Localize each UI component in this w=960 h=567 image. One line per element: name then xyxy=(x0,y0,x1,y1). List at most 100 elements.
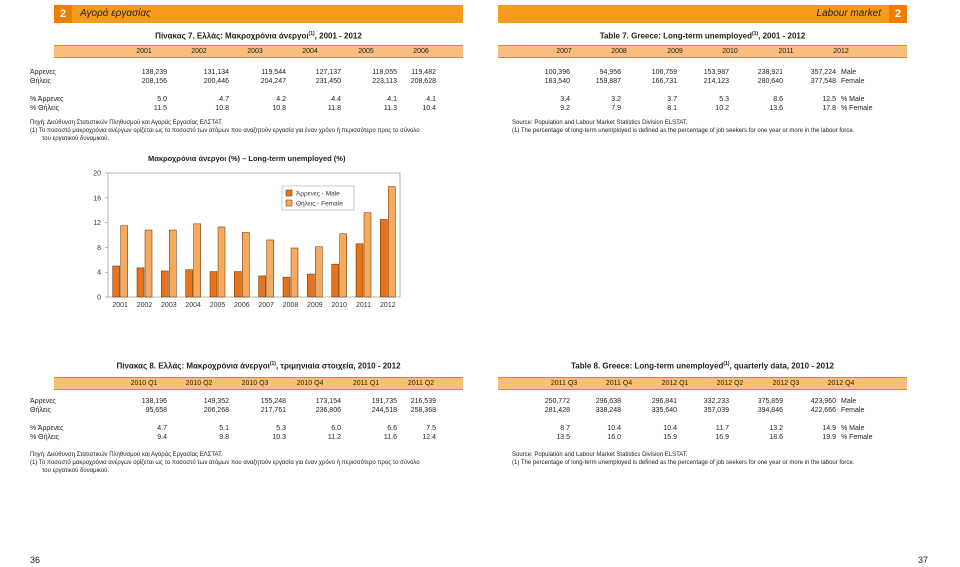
table7-row-label-gr: % Θήλεις xyxy=(30,105,60,112)
table7-cell: 10.8 xyxy=(272,105,286,112)
table7-cell: 4.7 xyxy=(219,96,229,103)
legend-label-male: Άρρενες - Male xyxy=(296,191,340,198)
table7-cell: 208,156 xyxy=(141,78,167,85)
table8-cell: 149,352 xyxy=(203,398,229,405)
table8-note-gr-2: του εργατικού δυναμικού. xyxy=(42,468,110,474)
table8-cell: 19.9 xyxy=(822,434,836,441)
table8-cell: 173,154 xyxy=(315,398,341,405)
table7-cell: 9.2 xyxy=(560,105,570,112)
x-tick-label: 2003 xyxy=(161,302,177,309)
table7-cell: 10.2 xyxy=(715,105,729,112)
table8-cell: 155,248 xyxy=(260,398,286,405)
table8-col-header: 2010 Q3 xyxy=(241,380,269,387)
bar-female xyxy=(144,229,153,298)
chart-plot-area xyxy=(107,172,401,298)
table8-row-label-gr: Άρρενες xyxy=(30,398,56,405)
x-tick-label: 2008 xyxy=(283,302,299,309)
table7-row-label-gr: Άρρενες xyxy=(30,69,56,76)
table7-col-header: 2008 xyxy=(611,48,627,55)
table8-cell: 191,735 xyxy=(371,398,397,405)
table7-cell: 17.8 xyxy=(822,105,836,112)
right-page-header: Labour market 2 xyxy=(498,5,907,23)
x-tick-label: 2011 xyxy=(356,302,371,309)
table8-row-label-en: Male xyxy=(841,398,857,405)
table8-cell: 14.9 xyxy=(822,425,836,432)
x-tick-label: 2001 xyxy=(112,302,128,309)
table7-row-label-en: % Male xyxy=(841,96,865,103)
table7-cell: 5.3 xyxy=(719,96,729,103)
table7-row-label-en: Male xyxy=(841,69,857,76)
table7-col-header: 2005 xyxy=(358,48,374,55)
table8-cell: 281,428 xyxy=(544,407,570,414)
y-tick-label: 20 xyxy=(93,171,101,178)
table7-col-header: 2007 xyxy=(556,48,572,55)
table8-cell: 18.6 xyxy=(769,434,783,441)
table7-source-gr: Πηγή: Διεύθυνση Στατιστικών Πληθυσμού κα… xyxy=(30,120,223,126)
table8-cell: 7.5 xyxy=(426,425,436,432)
bar-male xyxy=(380,219,388,298)
table7-cell: 11.3 xyxy=(383,105,397,112)
table7-cell: 106,759 xyxy=(651,69,677,76)
table8-cell: 138,196 xyxy=(141,398,167,405)
chapter-title-left: Αγορά εργασίας xyxy=(80,8,151,19)
table7-title-gr: Πίνακας 7. Ελλάς: Μακροχρόνια άνεργοι(1)… xyxy=(155,31,362,41)
bar-male xyxy=(331,263,339,298)
table8-cell: 296,638 xyxy=(595,398,621,405)
y-tick-label: 12 xyxy=(93,220,101,227)
table8-cell: 95,658 xyxy=(145,407,167,414)
bar-male xyxy=(112,265,120,298)
table7-col-header: 2001 xyxy=(136,48,152,55)
table8-row-label-en: % Male xyxy=(841,425,865,432)
page-number-right: 37 xyxy=(918,555,929,565)
table8-cell: 335,640 xyxy=(651,407,677,414)
table8-cell: 9.8 xyxy=(219,434,229,441)
chapter-number-right: 2 xyxy=(889,5,907,23)
table8-cell: 217,761 xyxy=(260,407,286,414)
table7-col-header: 2010 xyxy=(722,48,738,55)
table7-cell: 12.5 xyxy=(822,96,836,103)
table8-cell: 206,268 xyxy=(203,407,229,414)
table8-col-header: 2012 Q2 xyxy=(716,380,744,387)
table7-cell: 238,921 xyxy=(757,69,783,76)
table8-col-header: 2011 Q3 xyxy=(550,380,578,387)
table7-col-header: 2006 xyxy=(413,48,429,55)
table8-period-header-right: 2011 Q3 2011 Q4 2012 Q1 2012 Q2 2012 Q3 2012 … xyxy=(498,377,907,390)
table7-row-label-gr: Θήλεις xyxy=(30,78,51,85)
table7-cell: 4.2 xyxy=(276,96,286,103)
table7-cell: 3.7 xyxy=(667,96,677,103)
table7-cell: 131,134 xyxy=(203,69,229,76)
table8-cell: 13.2 xyxy=(769,425,783,432)
table7-cell: 183,540 xyxy=(544,78,570,85)
table7-cell: 7.9 xyxy=(611,105,621,112)
table7-cell: 4.1 xyxy=(426,96,436,103)
bar-female xyxy=(120,225,128,298)
table7-row-label-en: Female xyxy=(841,78,865,85)
table8-col-header: 2010 Q4 xyxy=(296,380,324,387)
legend-label-female: Θήλεις - Female xyxy=(296,201,343,208)
table8-note-gr-1: (1) Το ποσοστό μακροχρόνια ανέργων ορίζε… xyxy=(30,460,420,466)
table8-cell: 423,960 xyxy=(810,398,836,405)
x-tick-label: 2005 xyxy=(210,302,226,309)
table8-cell: 9.4 xyxy=(157,434,167,441)
table7-cell: 280,640 xyxy=(757,78,783,85)
table7-cell: 100,396 xyxy=(544,69,570,76)
table8-cell: 12.4 xyxy=(422,434,436,441)
table7-note-gr-1: (1) Το ποσοστό μακροχρόνια ανέργων ορίζε… xyxy=(30,128,420,134)
bar-male xyxy=(258,275,266,298)
bar-female xyxy=(217,226,226,298)
table7-col-header: 2004 xyxy=(302,48,318,55)
table7-row-label-en: % Female xyxy=(841,105,873,112)
table8-row-label-en: % Female xyxy=(841,434,873,441)
table8-source-en: Source: Population and Labour Market Sta… xyxy=(512,452,688,458)
table7-cell: 3.2 xyxy=(611,96,621,103)
table8-cell: 6.0 xyxy=(331,425,341,432)
table8-title-gr: Πίνακας 8. Ελλάς: Μακροχρόνια άνεργοι(1)… xyxy=(116,361,401,371)
table7-cell: 166,731 xyxy=(651,78,677,85)
table7-col-header: 2009 xyxy=(667,48,683,55)
table8-cell: 216,539 xyxy=(410,398,436,405)
table7-col-header: 2011 xyxy=(778,48,794,55)
table8-cell: 6.6 xyxy=(387,425,397,432)
bar-female xyxy=(339,233,347,298)
bar-female xyxy=(169,229,177,298)
bar-male xyxy=(355,243,364,298)
